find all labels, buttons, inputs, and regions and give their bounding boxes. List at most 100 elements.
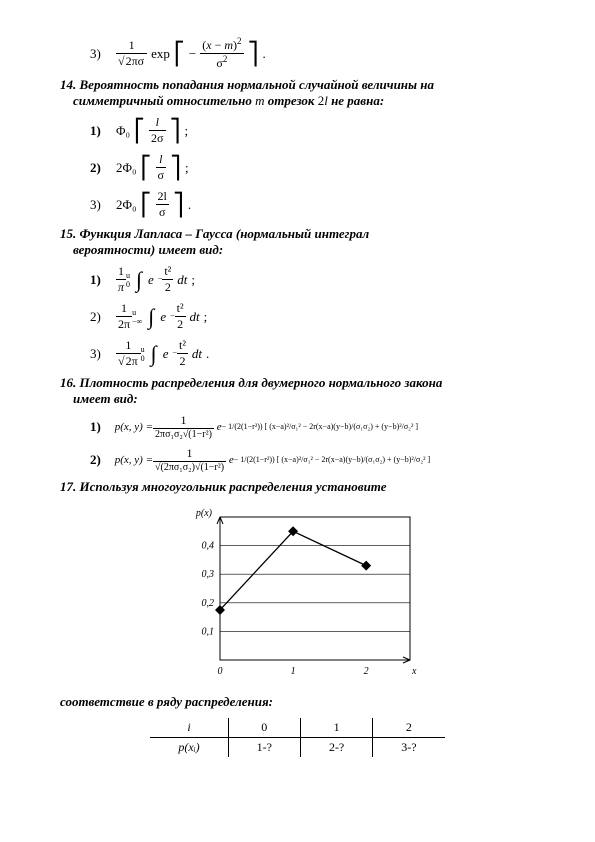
svg-text:p(x): p(x)	[195, 508, 213, 519]
exp: −t²2	[170, 301, 185, 332]
q-text2: симметричный относительно	[73, 93, 252, 108]
table-cell: 0	[228, 718, 300, 738]
table-row: i 0 1 2	[150, 718, 444, 738]
integral-icon: ∫	[151, 341, 157, 367]
fraction: 12π	[116, 301, 132, 332]
svg-text:0,2: 0,2	[202, 598, 215, 609]
q15-text: 15. Функция Лапласа – Гаусса (нормальный…	[60, 226, 545, 258]
q16-opt1: 1) p(x, y) = 1 2πσ₁σ₂√(1−r²) e − 1/(2(1−…	[90, 413, 545, 440]
q17-text1: 17. Используя многоугольник распределени…	[60, 479, 545, 495]
q14-opt2: 2) 2Φ₀ ⎡ l σ ⎤ ;	[90, 152, 545, 183]
fraction: l σ	[156, 152, 166, 183]
opt-label: 3)	[90, 46, 112, 62]
opt-label: 1)	[90, 123, 112, 139]
fraction: 1π	[116, 264, 126, 295]
two-phi0: 2Φ₀	[116, 160, 137, 176]
opt-label: 3)	[90, 346, 112, 362]
q15-opt2: 2) 12π u−∞ ∫ e−t²2 dt ;	[90, 301, 545, 332]
fraction: 1 2πσ	[116, 38, 147, 69]
q15-opt3: 3) 1 2π u0 ∫ e−t²2 dt .	[90, 338, 545, 369]
rbracket: ⎤	[170, 157, 181, 179]
opt-label: 3)	[90, 197, 112, 213]
rbracket: ⎤	[170, 120, 181, 142]
lbracket: ⎡	[141, 157, 152, 179]
table-cell: 1	[300, 718, 372, 738]
exp-text: exp	[151, 46, 170, 62]
table-cell: 2	[373, 718, 445, 738]
distribution-table: i 0 1 2 p(xᵢ) 1-? 2-? 3-?	[150, 718, 444, 757]
semi: ;	[191, 272, 195, 288]
semi: ;	[185, 123, 189, 139]
q-num: 15.	[60, 226, 76, 241]
dt: dt	[177, 272, 187, 288]
lbracket: ⎡	[174, 43, 185, 65]
exponent: − 1/(2(1−r²)) [ (x−a)²/σ₁² − 2r(x−a)(y−b…	[234, 455, 430, 464]
seg: 2l	[318, 93, 328, 108]
q16-opt2: 2) p(x, y) = 1 √(2πσ₁σ₂)√(1−r²) e − 1/(2…	[90, 446, 545, 473]
q-text4: не равна:	[331, 93, 384, 108]
q-text1: Функция Лапласа – Гаусса (нормальный инт…	[80, 226, 370, 241]
lhs: p(x, y) =	[115, 421, 153, 433]
lhs: p(x, y) =	[115, 454, 153, 466]
semi: ;	[185, 160, 189, 176]
exp: −t²2	[158, 264, 173, 295]
q-num: 17.	[60, 479, 76, 494]
table-cell: i	[150, 718, 228, 738]
fraction: 1 2π	[116, 338, 141, 369]
q14-opt1: 1) Φ₀ ⎡ l 2σ ⎤ ;	[90, 115, 545, 146]
q-text1: Вероятность попадания нормальной случайн…	[80, 77, 435, 92]
fraction: 2l σ	[156, 189, 169, 220]
q13-opt3: 3) 1 2πσ exp ⎡ − (x − m)2 σ2 ⎤ .	[90, 36, 545, 71]
q-text2: имеет вид:	[73, 391, 138, 406]
svg-text:x: x	[411, 666, 417, 677]
q-num: 14.	[60, 77, 76, 92]
lbracket: ⎡	[141, 194, 152, 216]
e: e	[160, 309, 166, 325]
fraction: 1 √(2πσ₁σ₂)√(1−r²)	[153, 446, 226, 473]
dt: dt	[192, 346, 202, 362]
chart-svg: 0,1 0,2 0,3 0,4 0 1 2 p(x) x	[180, 507, 420, 682]
exp: −t²2	[172, 338, 187, 369]
lbracket: ⎡	[134, 120, 145, 142]
rbracket: ⎤	[248, 43, 259, 65]
opt-label: 1)	[90, 419, 112, 435]
e: e	[163, 346, 169, 362]
e: e	[148, 272, 154, 288]
table-row: p(xᵢ) 1-? 2-? 3-?	[150, 738, 444, 758]
svg-text:0,3: 0,3	[202, 569, 215, 580]
phi0: Φ₀	[116, 123, 130, 139]
dot: .	[188, 197, 191, 213]
svg-text:0: 0	[218, 666, 223, 677]
exponent: − 1/(2(1−r²)) [ (x−a)²/σ₁² − 2r(x−a)(y−b…	[222, 422, 418, 431]
opt-label: 2)	[90, 160, 112, 176]
table-cell: 2-?	[300, 738, 372, 758]
integral-icon: ∫	[136, 267, 142, 293]
q-text1: Используя многоугольник распределения ус…	[80, 479, 387, 494]
semi: ;	[204, 309, 208, 325]
rbracket: ⎤	[173, 194, 184, 216]
fraction: (x − m)2 σ2	[200, 36, 243, 71]
distribution-chart: 0,1 0,2 0,3 0,4 0 1 2 p(x) x	[180, 507, 545, 686]
table-cell: p(xᵢ)	[150, 738, 228, 758]
svg-text:1: 1	[291, 666, 296, 677]
svg-text:2: 2	[364, 666, 369, 677]
q14-opt3: 3) 2Φ₀ ⎡ 2l σ ⎤ .	[90, 189, 545, 220]
integral-icon: ∫	[148, 304, 154, 330]
q-text2: вероятности) имеет вид:	[73, 242, 223, 257]
q-text3: отрезок	[268, 93, 315, 108]
q-text1: Плотность распределения для двумерного н…	[80, 375, 443, 390]
fraction: 1 2πσ₁σ₂√(1−r²)	[153, 413, 214, 440]
trail: .	[263, 46, 266, 62]
minus: −	[189, 46, 196, 62]
fraction: l 2σ	[149, 115, 165, 146]
two-phi0: 2Φ₀	[116, 197, 137, 213]
dot: .	[206, 346, 209, 362]
opt-label: 1)	[90, 272, 112, 288]
opt-label: 2)	[90, 452, 112, 468]
q17-text2: соответствие в ряду распределения:	[60, 694, 545, 710]
svg-text:0,4: 0,4	[202, 541, 215, 552]
table-cell: 3-?	[373, 738, 445, 758]
svg-text:0,1: 0,1	[202, 626, 215, 637]
dt: dt	[190, 309, 200, 325]
opt-label: 2)	[90, 309, 112, 325]
